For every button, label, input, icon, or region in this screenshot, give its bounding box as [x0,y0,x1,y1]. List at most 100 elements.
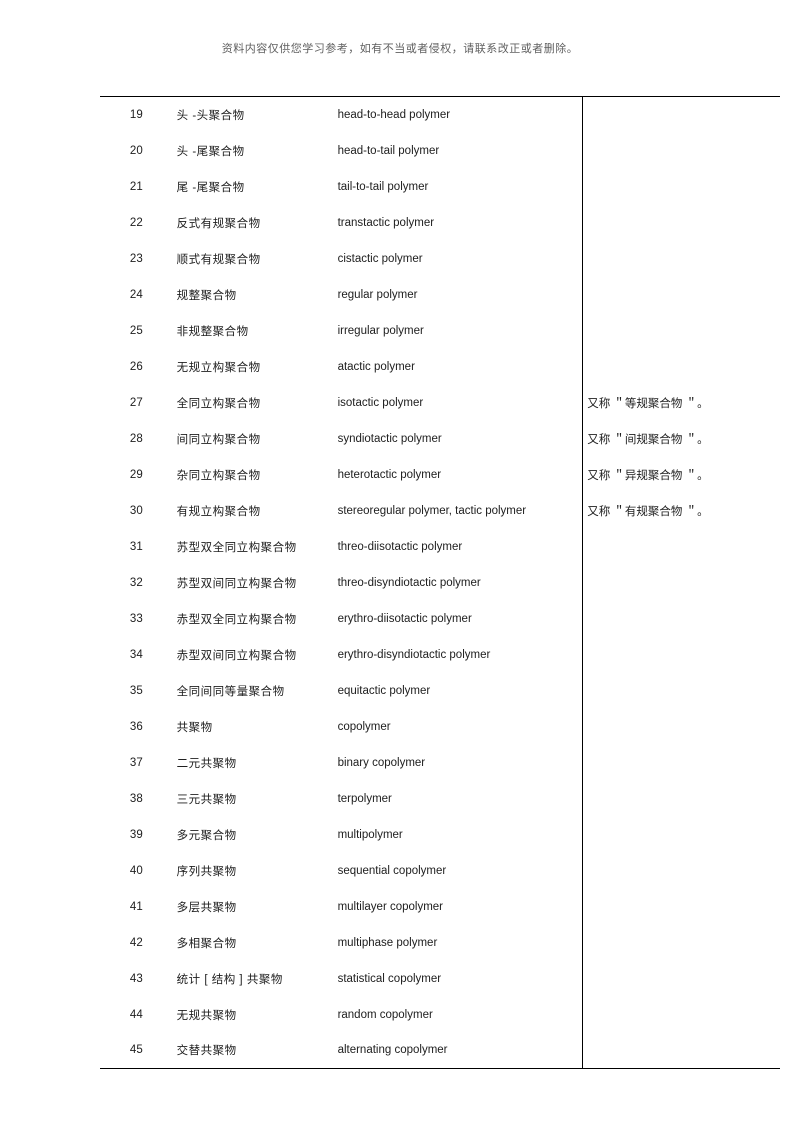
chinese-term: 杂同立构聚合物 [173,457,334,493]
english-term: irregular polymer [334,313,583,349]
table-row: 45交替共聚物alternating copolymer [100,1033,780,1069]
note-cell [583,169,780,205]
english-term: syndiotactic polymer [334,421,583,457]
chinese-term: 反式有规聚合物 [173,205,334,241]
table-row: 39多元聚合物multipolymer [100,817,780,853]
chinese-term: 尾 -尾聚合物 [173,169,334,205]
row-number: 29 [100,457,173,493]
chinese-term: 全同间同等量聚合物 [173,673,334,709]
row-number: 38 [100,781,173,817]
chinese-term: 赤型双间同立构聚合物 [173,637,334,673]
note-cell [583,817,780,853]
note-cell: 又称 ＂有规聚合物 ＂。 [583,493,780,529]
chinese-term: 多元聚合物 [173,817,334,853]
note-cell: 又称 ＂间规聚合物 ＂。 [583,421,780,457]
chinese-term: 多相聚合物 [173,925,334,961]
note-cell [583,133,780,169]
table-row: 38三元共聚物terpolymer [100,781,780,817]
chinese-term: 多层共聚物 [173,889,334,925]
row-number: 31 [100,529,173,565]
document-page: 资料内容仅供您学习参考，如有不当或者侵权，请联系改正或者删除。 19头 -头聚合… [0,0,800,1069]
chinese-term: 全同立构聚合物 [173,385,334,421]
table-row: 43统计 [ 结构 ] 共聚物statistical copolymer [100,961,780,997]
english-term: regular polymer [334,277,583,313]
terms-table: 19头 -头聚合物head-to-head polymer20头 -尾聚合物he… [100,96,780,1069]
table-row: 21尾 -尾聚合物tail-to-tail polymer [100,169,780,205]
table-row: 42多相聚合物multiphase polymer [100,925,780,961]
table-row: 30有规立构聚合物stereoregular polymer, tactic p… [100,493,780,529]
row-number: 41 [100,889,173,925]
english-term: heterotactic polymer [334,457,583,493]
note-cell [583,781,780,817]
english-term: threo-diisotactic polymer [334,529,583,565]
row-number: 35 [100,673,173,709]
row-number: 26 [100,349,173,385]
row-number: 39 [100,817,173,853]
english-term: random copolymer [334,997,583,1033]
chinese-term: 无规共聚物 [173,997,334,1033]
english-term: alternating copolymer [334,1033,583,1069]
table-row: 34赤型双间同立构聚合物erythro-disyndiotactic polym… [100,637,780,673]
note-cell [583,349,780,385]
english-term: isotactic polymer [334,385,583,421]
row-number: 20 [100,133,173,169]
note-cell [583,673,780,709]
row-number: 28 [100,421,173,457]
row-number: 30 [100,493,173,529]
table-row: 26无规立构聚合物atactic polymer [100,349,780,385]
row-number: 40 [100,853,173,889]
english-term: head-to-tail polymer [334,133,583,169]
row-number: 33 [100,601,173,637]
chinese-term: 苏型双间同立构聚合物 [173,565,334,601]
row-number: 32 [100,565,173,601]
header-disclaimer: 资料内容仅供您学习参考，如有不当或者侵权，请联系改正或者删除。 [0,40,800,56]
table-row: 44无规共聚物random copolymer [100,997,780,1033]
note-cell: 又称 ＂异规聚合物 ＂。 [583,457,780,493]
note-cell [583,1033,780,1069]
table-row: 35全同间同等量聚合物equitactic polymer [100,673,780,709]
chinese-term: 苏型双全同立构聚合物 [173,529,334,565]
note-cell [583,961,780,997]
table-row: 28间同立构聚合物syndiotactic polymer又称 ＂间规聚合物 ＂… [100,421,780,457]
chinese-term: 赤型双全同立构聚合物 [173,601,334,637]
chinese-term: 共聚物 [173,709,334,745]
note-cell [583,709,780,745]
note-cell: 又称 ＂等规聚合物 ＂。 [583,385,780,421]
note-cell [583,313,780,349]
note-cell [583,745,780,781]
row-number: 37 [100,745,173,781]
table-row: 23顺式有规聚合物cistactic polymer [100,241,780,277]
english-term: atactic polymer [334,349,583,385]
chinese-term: 统计 [ 结构 ] 共聚物 [173,961,334,997]
note-cell [583,925,780,961]
note-cell [583,997,780,1033]
table-row: 27全同立构聚合物isotactic polymer又称 ＂等规聚合物 ＂。 [100,385,780,421]
row-number: 19 [100,97,173,133]
english-term: copolymer [334,709,583,745]
english-term: threo-disyndiotactic polymer [334,565,583,601]
table-row: 25非规整聚合物irregular polymer [100,313,780,349]
row-number: 36 [100,709,173,745]
row-number: 25 [100,313,173,349]
chinese-term: 头 -尾聚合物 [173,133,334,169]
chinese-term: 交替共聚物 [173,1033,334,1069]
chinese-term: 有规立构聚合物 [173,493,334,529]
table-row: 22反式有规聚合物transtactic polymer [100,205,780,241]
table-row: 32苏型双间同立构聚合物threo-disyndiotactic polymer [100,565,780,601]
note-cell [583,601,780,637]
english-term: terpolymer [334,781,583,817]
english-term: stereoregular polymer, tactic polymer [334,493,583,529]
chinese-term: 规整聚合物 [173,277,334,313]
row-number: 27 [100,385,173,421]
chinese-term: 二元共聚物 [173,745,334,781]
row-number: 43 [100,961,173,997]
table-row: 37二元共聚物binary copolymer [100,745,780,781]
row-number: 24 [100,277,173,313]
chinese-term: 间同立构聚合物 [173,421,334,457]
table-row: 31苏型双全同立构聚合物threo-diisotactic polymer [100,529,780,565]
note-cell [583,241,780,277]
english-term: erythro-diisotactic polymer [334,601,583,637]
english-term: cistactic polymer [334,241,583,277]
table-row: 40序列共聚物sequential copolymer [100,853,780,889]
english-term: binary copolymer [334,745,583,781]
